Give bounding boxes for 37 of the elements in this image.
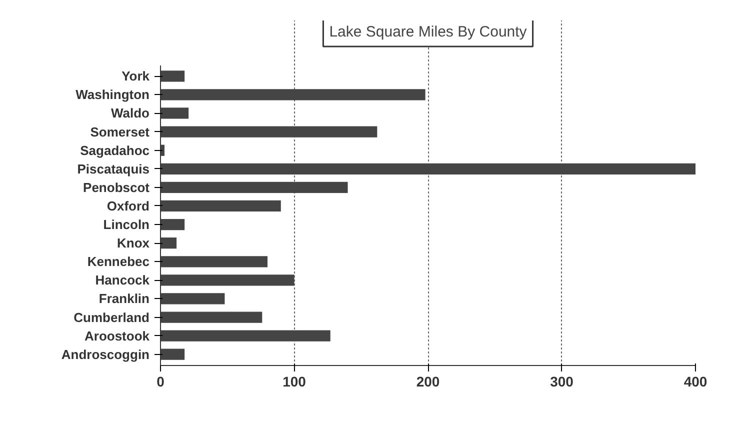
y-tick-label: Sagadahoc [80,142,150,158]
y-tick-label: Cumberland [74,310,150,325]
y-tick-label: Oxford [106,198,150,214]
bar [160,126,378,138]
bar [160,108,189,119]
y-tick-label: Waldo [110,106,150,121]
bar [160,312,262,323]
y-tick-label: Lincoln [103,217,150,232]
x-tick-label: 200 [416,374,440,390]
y-tick-label: Washington [76,87,150,102]
y-tick-label: Androscoggin [61,346,150,362]
bar [160,70,185,82]
bar [160,238,177,249]
x-tick-label: 100 [282,374,306,390]
bar [160,256,268,268]
y-tick-label: Penobscot [83,180,150,195]
y-tick-label: Kennebec [87,254,150,270]
y-tick-label: York [122,68,150,84]
bar [160,330,330,342]
chart-title: Lake Square Miles By County [329,23,528,40]
x-tick-label: 400 [684,374,708,390]
y-tick-label: Knox [117,236,150,251]
bar [160,89,426,100]
bar [160,200,281,212]
y-tick-label: Hancock [95,272,150,288]
bar [160,274,294,286]
bar [160,163,696,174]
bar [160,182,348,193]
bar [160,218,185,230]
x-tick-label: 300 [550,374,574,390]
y-tick-label: Somerset [90,124,150,140]
y-tick-label: Aroostook [84,328,150,344]
y-tick-label: Piscataquis [77,161,150,176]
bar [160,348,185,360]
x-tick-label: 0 [156,374,165,390]
y-tick-label: Franklin [98,291,150,306]
bar [160,293,225,304]
